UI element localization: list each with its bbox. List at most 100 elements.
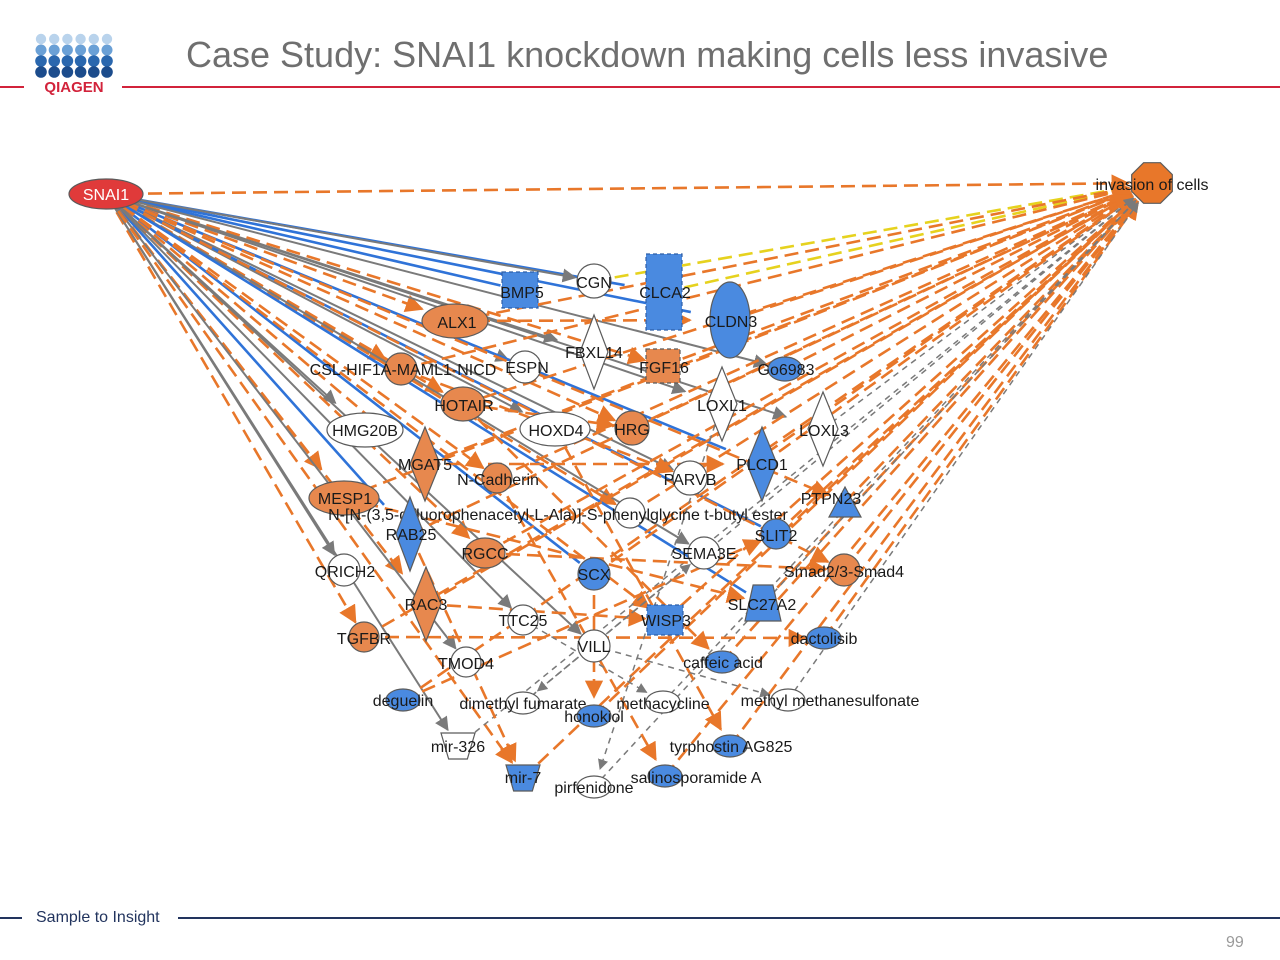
node-shape <box>308 480 380 516</box>
edge-SNAI1-to-mir326 <box>105 193 449 732</box>
node-dapt[interactable]: N-[N-(3,5-difluorophenacetyl-L-Ala)]-S-p… <box>328 497 789 529</box>
node-shape <box>384 352 418 386</box>
edge-dactolisib-to-INV <box>822 200 1140 639</box>
node-alx1[interactable]: ALX1 <box>421 303 489 339</box>
node-label: VILL <box>578 639 611 656</box>
qiagen-logo: QIAGEN <box>35 33 113 95</box>
node-mesp1[interactable]: MESP1 <box>308 480 380 516</box>
node-label: HRG <box>614 422 650 439</box>
node-vill[interactable]: VILL <box>577 629 611 663</box>
node-tyrphostin[interactable]: tyrphostin AG825 <box>670 734 793 758</box>
node-rab25[interactable]: RAB25 <box>386 495 437 573</box>
node-label: SLC27A2 <box>728 597 797 614</box>
node-cgn[interactable]: CGN <box>576 263 612 299</box>
node-honokiol[interactable]: honokiol <box>564 704 624 728</box>
node-mir326[interactable]: mir-326 <box>431 732 485 760</box>
node-label: TTC25 <box>499 613 548 630</box>
node-label: RGCC <box>461 546 508 563</box>
node-dmf[interactable]: dimethyl fumarate <box>459 691 587 715</box>
node-hotair[interactable]: HOTAIR <box>434 386 494 422</box>
edge-SNAI1-to-TTC25 <box>105 193 513 609</box>
node-wisp3[interactable]: WISP3 <box>641 604 691 636</box>
edge-SNAI1-to-WISP3 <box>105 192 651 609</box>
edge-tyrphostin-to-INV <box>728 200 1139 747</box>
node-shape <box>327 553 361 587</box>
node-deguelin[interactable]: deguelin <box>373 688 434 712</box>
edge-mms-to-INV <box>787 201 1139 701</box>
node-cldn3[interactable]: CLDN3 <box>705 281 758 359</box>
edge-PTPN23-to-INV <box>844 198 1137 503</box>
node-salino[interactable]: salinosporamide A <box>631 764 762 788</box>
node-inv[interactable]: invasion of cells <box>1096 162 1209 204</box>
node-label: BMP5 <box>500 285 544 302</box>
node-parvb[interactable]: PARVB <box>664 460 717 496</box>
node-label: TMOD4 <box>438 656 494 673</box>
node-shape <box>706 365 738 443</box>
node-label: MESP1 <box>318 491 372 508</box>
node-ptpn23[interactable]: PTPN23 <box>801 485 862 518</box>
node-mgat5[interactable]: MGAT5 <box>398 425 452 503</box>
node-shape <box>450 646 482 678</box>
node-tmod4[interactable]: TMOD4 <box>438 646 494 678</box>
node-shape <box>508 350 542 384</box>
node-shape <box>687 536 721 570</box>
node-bmp5[interactable]: BMP5 <box>500 271 544 309</box>
node-label: MGAT5 <box>398 457 452 474</box>
node-label: RAC3 <box>405 597 448 614</box>
edge-VILL-to-mms <box>593 645 771 698</box>
edge-HOTAIR-to-caffeic <box>462 403 710 650</box>
node-dactolisib[interactable]: dactolisib <box>791 626 858 650</box>
node-label: N-[N-(3,5-difluorophenacetyl-L-Ala)]-S-p… <box>328 507 788 524</box>
node-loxl1[interactable]: LOXL1 <box>697 365 747 443</box>
node-clca2[interactable]: CLCA2 <box>639 253 691 331</box>
edge-SNAI1-to-TMOD4 <box>105 193 457 650</box>
node-label: CLCA2 <box>639 285 691 302</box>
node-plcd1[interactable]: PLCD1 <box>736 425 788 503</box>
edge-SNAI1-to-ALX1 <box>105 192 424 312</box>
node-sema3e[interactable]: SEMA3E <box>672 536 737 570</box>
node-shape <box>409 425 441 503</box>
node-qrich2[interactable]: QRICH2 <box>315 553 376 587</box>
node-tgfbr[interactable]: TGFBR <box>337 621 391 653</box>
node-fbxl14[interactable]: FBXL14 <box>565 313 623 391</box>
node-hrg[interactable]: HRG <box>614 410 650 446</box>
node-mir7[interactable]: mir-7 <box>505 764 542 792</box>
node-label: caffeic acid <box>683 655 763 672</box>
edge-HOTAIR-to-INV <box>462 186 1131 406</box>
node-label: Smad2/3-Smad4 <box>784 564 904 581</box>
header-rule <box>122 86 1280 88</box>
node-rac3[interactable]: RAC3 <box>405 565 448 643</box>
node-hmg20b[interactable]: HMG20B <box>326 412 404 448</box>
node-shape <box>576 263 612 299</box>
node-pirfenidone[interactable]: pirfenidone <box>554 775 634 799</box>
edge-LOXL3-to-INV <box>822 196 1134 430</box>
node-caffeic[interactable]: caffeic acid <box>683 650 763 674</box>
node-rgcc[interactable]: RGCC <box>461 537 509 569</box>
node-shape <box>385 688 421 712</box>
edge-ALX1-to-INV <box>454 181 1131 323</box>
node-methacycline[interactable]: methacycline <box>616 690 710 714</box>
node-slit2[interactable]: SLIT2 <box>755 518 798 550</box>
node-smad[interactable]: Smad2/3-Smad4 <box>784 553 904 587</box>
node-shape <box>348 621 380 653</box>
node-loxl3[interactable]: LOXL3 <box>799 390 849 468</box>
node-shape <box>579 313 609 391</box>
node-label: HOXD4 <box>528 423 583 440</box>
node-hoxd4[interactable]: HOXD4 <box>519 411 591 447</box>
edge-SNAI1-to-RAB25 <box>105 193 385 506</box>
edge-CLDN3-to-INV <box>729 186 1131 322</box>
node-snai1[interactable]: SNAI1 <box>68 178 144 210</box>
edge-SNAI1-to-Go6983 <box>105 193 768 368</box>
node-ncad[interactable]: N-Cadherin <box>457 462 539 494</box>
node-label: ALX1 <box>437 315 476 332</box>
node-csl[interactable]: CSL-HIF1A-MAML1-NICD <box>310 352 497 386</box>
node-mms[interactable]: methyl methanesulfonate <box>741 688 920 712</box>
node-slc27a2[interactable]: SLC27A2 <box>728 584 797 622</box>
node-label: LOXL3 <box>799 423 849 440</box>
node-scx[interactable]: SCX <box>577 557 611 591</box>
node-ttc25[interactable]: TTC25 <box>499 604 548 636</box>
node-fgf16[interactable]: FGF16 <box>639 348 689 384</box>
node-espn[interactable]: ESPN <box>505 350 549 384</box>
node-go6983[interactable]: Go6983 <box>758 356 815 382</box>
edge-SNAI1-to-CGN <box>105 193 577 283</box>
